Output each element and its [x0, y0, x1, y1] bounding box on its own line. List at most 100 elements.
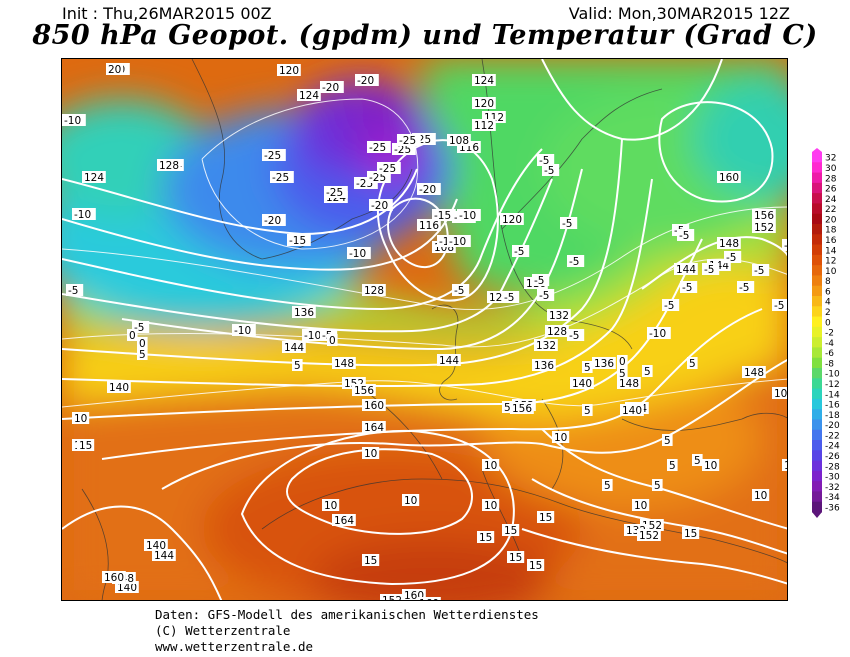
legend-label: -4 [825, 339, 834, 349]
svg-text:148: 148 [619, 378, 639, 390]
svg-text:124: 124 [474, 75, 494, 87]
temperature-field [62, 59, 787, 600]
temperature-label: 10 [72, 412, 90, 425]
svg-text:15: 15 [364, 555, 377, 567]
legend-swatch [812, 470, 822, 482]
svg-text:140: 140 [572, 378, 592, 390]
legend-swatch [812, 357, 822, 369]
svg-text:-10: -10 [459, 210, 476, 222]
legend-label: -20 [825, 421, 840, 431]
geopotential-label: 152 [637, 529, 661, 542]
svg-text:5: 5 [139, 349, 146, 361]
legend-swatch [812, 501, 822, 513]
legend-label: -26 [825, 452, 840, 462]
temperature-label: -5 [502, 291, 520, 304]
geopotential-label: 124 [82, 171, 106, 184]
svg-text:108: 108 [449, 135, 469, 147]
legend-label: -30 [825, 473, 840, 483]
geopotential-label: 108 [447, 134, 471, 147]
legend-label: 16 [825, 236, 837, 246]
svg-text:124: 124 [299, 90, 319, 102]
temperature-label: 0 [327, 334, 338, 347]
temperature-label: -5 [452, 284, 470, 297]
svg-text:-25: -25 [326, 187, 343, 199]
svg-text:-25: -25 [369, 172, 386, 184]
svg-text:-5: -5 [539, 290, 549, 302]
temperature-label: -20 [262, 214, 286, 227]
svg-text:10: 10 [634, 500, 647, 512]
temperature-label: -5 [702, 263, 720, 276]
temperature-label: 5 [692, 454, 703, 467]
legend-label: 30 [825, 164, 837, 174]
temperature-label: 10 [782, 459, 787, 472]
legend-swatch [812, 213, 822, 225]
svg-text:-5: -5 [562, 218, 572, 230]
legend-label: -36 [825, 503, 840, 513]
legend-label: -16 [825, 401, 840, 411]
temperature-label: -10 [72, 208, 96, 221]
svg-text:-10: -10 [449, 236, 466, 248]
legend-swatch [812, 388, 822, 400]
legend-swatch [812, 296, 822, 307]
legend-swatch [812, 254, 822, 266]
geopotential-label: 140 [107, 381, 131, 394]
svg-text:10: 10 [484, 460, 497, 472]
geopotential-label: 148 [617, 377, 641, 390]
map-title: 850 hPa Geopot. (gpdm) und Temperatur (G… [32, 20, 818, 51]
geopotential-label: 156 [352, 384, 376, 397]
svg-text:132: 132 [536, 340, 556, 352]
temperature-label: -5 [567, 329, 585, 342]
temperature-label: 20 [106, 63, 124, 76]
legend-label: 12 [825, 257, 836, 267]
temperature-color-legend: 32 30 28 26 24 22 20 18 16 14 12 10 8 6 4 2 0 -2 -4 -6 -8 -10… [812, 148, 850, 518]
svg-text:-5: -5 [754, 265, 764, 277]
legend-label: -14 [825, 390, 840, 400]
geopotential-label: 136 [532, 359, 556, 372]
legend-swatch [812, 326, 822, 338]
legend-swatch [812, 162, 822, 174]
svg-text:15: 15 [509, 552, 522, 564]
geopotential-label: 160 [102, 571, 126, 584]
svg-text:-5: -5 [679, 230, 689, 242]
legend-swatch [812, 265, 822, 276]
svg-text:-5: -5 [454, 285, 464, 297]
temperature-label: -10 [447, 235, 471, 248]
svg-text:-5: -5 [739, 282, 749, 294]
svg-text:-20: -20 [371, 200, 388, 212]
svg-text:144: 144 [154, 550, 174, 562]
svg-text:-5: -5 [534, 275, 544, 287]
geopotential-label: 136 [592, 357, 616, 370]
svg-text:5: 5 [654, 480, 661, 492]
legend-label: -24 [825, 442, 840, 452]
geopotential-label: 132 [547, 309, 571, 322]
legend-swatch [812, 337, 822, 348]
geopotential-label: 120 [500, 213, 524, 226]
svg-text:5: 5 [294, 360, 301, 372]
temperature-label: 5 [617, 367, 628, 380]
svg-text:10: 10 [404, 495, 417, 507]
temperature-label: 10 [402, 494, 420, 507]
svg-text:152: 152 [382, 595, 402, 601]
legend-swatch [812, 306, 822, 318]
temperature-label: 5 [687, 357, 698, 370]
legend-swatch [812, 244, 822, 256]
temperature-label: 15 [362, 554, 380, 567]
svg-text:-5: -5 [68, 285, 78, 297]
geopotential-label: 160 [417, 597, 441, 600]
geopotential-label: 152 [380, 594, 404, 601]
svg-text:5: 5 [619, 368, 626, 380]
geopotential-label: 156 [510, 402, 534, 415]
temperature-label: -5 [737, 281, 755, 294]
temperature-label: 15 [527, 559, 545, 572]
geopotential-label: 132 [534, 339, 558, 352]
temperature-label: -15 [432, 209, 456, 222]
temperature-label: 10 [632, 499, 650, 512]
svg-text:160: 160 [104, 572, 124, 584]
geopotential-label: 140 [144, 539, 168, 552]
geopotential-label: 128 [362, 284, 386, 297]
svg-text:0: 0 [329, 335, 336, 347]
svg-text:160: 160 [719, 172, 739, 184]
svg-text:-25: -25 [272, 172, 289, 184]
legend-label: 28 [825, 174, 837, 184]
temperature-label: 10 [482, 499, 500, 512]
